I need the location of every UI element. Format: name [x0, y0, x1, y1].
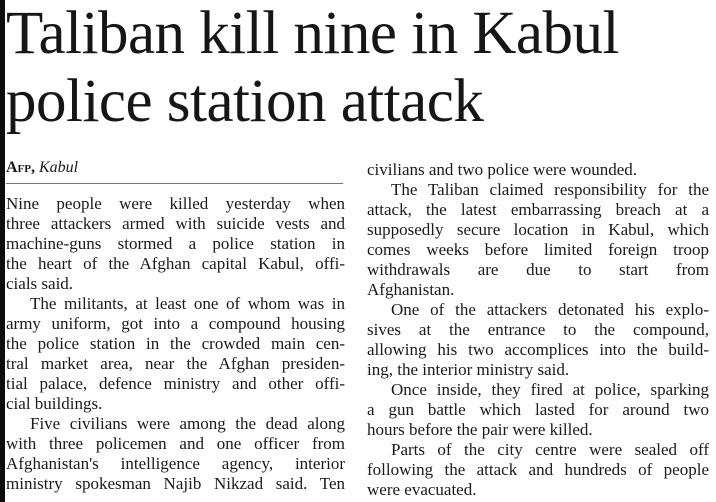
text-line: ing, the interior ministry said.	[367, 360, 570, 379]
text-line: Once inside, they fired at police, spark…	[391, 380, 709, 399]
byline-agency: Afp,	[6, 159, 35, 176]
text-line: cials said.	[6, 274, 74, 293]
text-line: sives at the entrance to the compound,	[367, 320, 709, 339]
text-line: civilians and two police were wounded.	[367, 160, 638, 179]
text-line: hours before the pair were killed.	[367, 420, 593, 439]
text-line: following the attack and hundreds of peo…	[367, 460, 709, 479]
paragraph: One of the attackers detonated his explo…	[367, 300, 709, 380]
text-line: One of the attackers detonated his explo…	[391, 300, 709, 319]
text-line: army uniform, got into a compound housin…	[6, 314, 345, 333]
page-edge	[0, 0, 5, 502]
paragraph: The Taliban claimed responsibility for t…	[367, 180, 709, 300]
text-line: ministry spokesman Najib Nikzad said. Te…	[6, 474, 345, 493]
text-line: the police station in the crowded main c…	[6, 334, 345, 353]
paragraph: civilians and two police were wounded.	[367, 160, 709, 180]
text-line: the heart of the Afghan capital Kabul, o…	[6, 254, 345, 273]
text-line: tial palace, defence ministry and other …	[6, 374, 345, 393]
paragraph: The militants, at least one of whom was …	[6, 294, 345, 414]
text-line: Parts of the city centre were sealed off	[391, 440, 709, 459]
article-column-right: civilians and two police were wounded. Th…	[367, 160, 709, 500]
article-column-left: Nine people were killed yesterday when th…	[6, 194, 345, 494]
byline-place: Kabul	[39, 159, 79, 176]
paragraph: Nine people were killed yesterday when th…	[6, 194, 345, 294]
text-line: supposedly secure location in Kabul, whi…	[367, 220, 709, 239]
text-line: with three policemen and one officer fro…	[6, 434, 345, 453]
text-line: comes weeks before limited foreign troop	[367, 240, 709, 259]
text-line: cial buildings.	[6, 394, 103, 413]
text-line: were evacuated.	[367, 480, 477, 499]
text-line: Afghanistan.	[367, 280, 455, 299]
text-line: withdrawals are due to start from	[367, 260, 709, 279]
text-line: a gun battle which lasted for around two	[367, 400, 709, 419]
byline-rule	[6, 183, 343, 184]
text-line: machine-guns stormed a police station in	[6, 234, 345, 253]
text-line: Nine people were killed yesterday when	[6, 194, 345, 213]
paragraph: Five civilians were among the dead along…	[6, 414, 345, 494]
text-line: Five civilians were among the dead along	[30, 414, 345, 433]
text-line: The militants, at least one of whom was …	[30, 294, 345, 313]
text-line: Afghanistan's intelligence agency, inter…	[6, 454, 345, 473]
paragraph: Once inside, they fired at police, spark…	[367, 380, 709, 440]
text-line: The Taliban claimed responsibility for t…	[391, 180, 709, 199]
text-line: three attackers armed with suicide vests…	[6, 214, 345, 233]
paragraph: Parts of the city centre were sealed off…	[367, 440, 709, 500]
headline-line-1: Taliban kill nine in Kabul	[6, 0, 619, 67]
byline: Afp, Kabul	[6, 158, 78, 178]
text-line: tral market area, near the Afghan presid…	[6, 354, 345, 373]
text-line: allowing his two accomplices into the bu…	[367, 340, 709, 359]
text-line: attack, the latest embarrassing breach a…	[367, 200, 709, 219]
headline: Taliban kill nine in Kabul police statio…	[6, 0, 712, 136]
headline-line-2: police station attack	[6, 68, 484, 135]
